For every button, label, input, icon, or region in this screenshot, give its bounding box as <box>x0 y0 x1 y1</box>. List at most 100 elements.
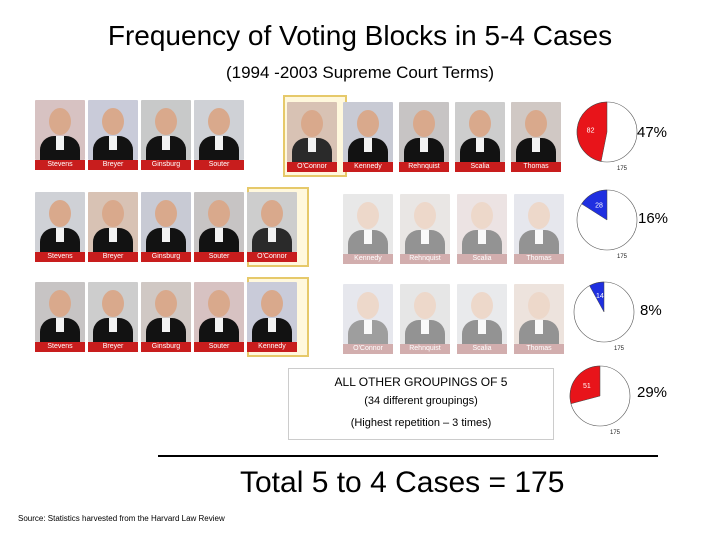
justice-name-label: Stevens <box>35 160 85 170</box>
justice-portrait-ginsburg <box>141 100 191 160</box>
justice-collar <box>268 318 276 332</box>
justice-face <box>49 290 71 317</box>
justice-collar <box>56 136 64 150</box>
justice-collar <box>308 138 316 152</box>
justice-face <box>102 200 124 227</box>
justice-face <box>413 110 435 137</box>
justice-portrait-souter <box>194 282 244 342</box>
justice-face <box>525 110 547 137</box>
justice-collar <box>56 228 64 242</box>
justice-name-label: Ginsburg <box>141 252 191 262</box>
pie-4-value-label: 51 <box>583 383 591 390</box>
justice-face <box>155 108 177 135</box>
justice-collar <box>109 228 117 242</box>
justice-face <box>49 108 71 135</box>
justice-name-label: Scalia <box>455 162 505 172</box>
justice-name-label: O'Connor <box>287 162 337 172</box>
justice-collar <box>109 318 117 332</box>
justice-collar <box>268 228 276 242</box>
justice-robe <box>405 230 445 254</box>
justice-portrait-rehnquist <box>399 102 449 162</box>
justice-portrait-thomas <box>511 102 561 162</box>
justice-portrait-kennedy <box>343 194 393 254</box>
justice-portrait-kennedy <box>343 102 393 162</box>
justice-face <box>357 202 379 229</box>
chart-title: Frequency of Voting Blocks in 5-4 Cases <box>107 20 613 51</box>
justice-name-label: O'Connor <box>247 252 297 262</box>
justice-name-label: Kennedy <box>247 342 297 352</box>
pie-percent-label-2: 16% <box>638 210 669 227</box>
justice-collar <box>109 136 117 150</box>
pie-3-value-label: 14 <box>596 293 604 300</box>
justice-face <box>102 290 124 317</box>
justice-face <box>528 292 550 319</box>
justice-portrait-stevens <box>35 192 85 252</box>
justice-portrait-oconnor <box>343 284 393 344</box>
justice-portrait-rehnquist <box>400 194 450 254</box>
justice-portrait-breyer <box>88 282 138 342</box>
pie-3-slice <box>589 281 605 313</box>
justice-portrait-breyer <box>88 100 138 160</box>
justice-portrait-oconnor <box>247 192 297 252</box>
justice-face <box>414 292 436 319</box>
justice-portrait-thomas <box>514 284 564 344</box>
justice-face <box>301 110 323 137</box>
justice-name-label: Breyer <box>88 252 138 262</box>
justice-name-label: Stevens <box>35 342 85 352</box>
other-groupings-title: ALL OTHER GROUPINGS OF 5 <box>334 375 508 389</box>
justice-portrait-stevens <box>35 282 85 342</box>
justice-portrait-thomas <box>514 194 564 254</box>
pie-2-slice <box>581 189 608 221</box>
justice-collar <box>215 228 223 242</box>
justice-name-label: Kennedy <box>343 254 393 264</box>
justice-portrait-ginsburg <box>141 282 191 342</box>
justice-name-label: O'Connor <box>343 344 393 354</box>
justice-name-label: Thomas <box>511 162 561 172</box>
justice-collar <box>162 318 170 332</box>
justice-face <box>357 292 379 319</box>
other-groupings-note: (Highest repetition – 3 times) <box>350 417 492 429</box>
justice-face <box>414 202 436 229</box>
justice-portrait-scalia <box>455 102 505 162</box>
source-note: Source: Statistics harvested from the Ha… <box>18 514 225 523</box>
justice-name-label: Breyer <box>88 342 138 352</box>
justice-collar <box>162 136 170 150</box>
justice-name-label: Ginsburg <box>141 160 191 170</box>
justice-portrait-souter <box>194 192 244 252</box>
justice-portrait-oconnor <box>287 102 337 162</box>
justice-face <box>471 292 493 319</box>
justice-face <box>261 200 283 227</box>
justice-collar <box>421 230 429 244</box>
pie-4-total-label: 175 <box>610 430 621 436</box>
justice-name-label: Ginsburg <box>141 342 191 352</box>
other-groupings-box: ALL OTHER GROUPINGS OF 5 (34 different g… <box>288 368 554 440</box>
justice-collar <box>421 320 429 334</box>
justice-face <box>528 202 550 229</box>
justice-robe <box>462 230 502 254</box>
justice-name-label: Thomas <box>514 344 564 354</box>
justice-name-label: Scalia <box>457 254 507 264</box>
justice-name-label: Rehnquist <box>400 254 450 264</box>
total-cases-label: Total 5 to 4 Cases = 175 <box>240 466 565 499</box>
justice-name-label: Rehnquist <box>399 162 449 172</box>
justice-collar <box>215 318 223 332</box>
justice-face <box>357 110 379 137</box>
justice-face <box>208 290 230 317</box>
justice-robe <box>348 320 388 344</box>
justice-portrait-ginsburg <box>141 192 191 252</box>
justice-name-label: Breyer <box>88 160 138 170</box>
justice-name-label: Souter <box>194 160 244 170</box>
justice-face <box>155 290 177 317</box>
pie-1-slice <box>576 101 608 162</box>
justice-portrait-rehnquist <box>400 284 450 344</box>
justice-face <box>49 200 71 227</box>
justice-name-label: Rehnquist <box>400 344 450 354</box>
justice-collar <box>364 138 372 152</box>
pie-percent-label-1: 47% <box>637 124 668 141</box>
justice-face <box>469 110 491 137</box>
justice-collar <box>535 320 543 334</box>
justice-portrait-souter <box>194 100 244 160</box>
total-divider-line <box>158 455 658 457</box>
pie-percent-label-4: 29% <box>637 384 668 401</box>
